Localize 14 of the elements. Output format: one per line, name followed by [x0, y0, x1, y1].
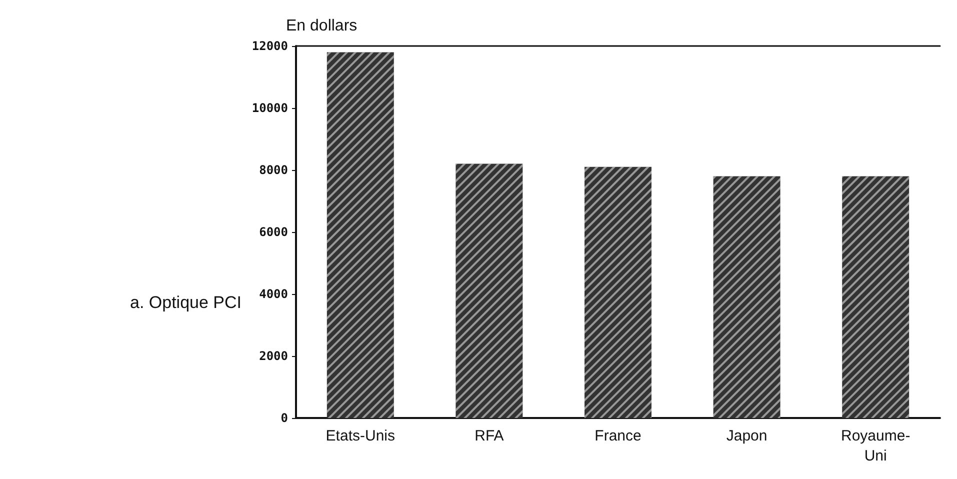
x-tick-label: Etats-Unis [326, 428, 395, 444]
y-tick-label: 4000 [259, 287, 288, 301]
y-tick-label: 6000 [259, 225, 288, 239]
x-tick-label: Japon [726, 428, 768, 444]
text: a. Optique PCI [130, 293, 242, 312]
x-tick-label: France [594, 428, 642, 444]
x-tick-label: RFA [474, 428, 504, 444]
y-axis-title: En dollars [286, 18, 358, 34]
y-tick-label: 10000 [252, 101, 288, 115]
y-tick-label: 0 [280, 411, 288, 425]
x-tick-label: Royaume- Uni [841, 428, 910, 464]
y-tick-label: 2000 [259, 349, 288, 363]
y-tick-label: 12000 [252, 39, 288, 53]
y-tick-label: 8000 [259, 163, 288, 177]
